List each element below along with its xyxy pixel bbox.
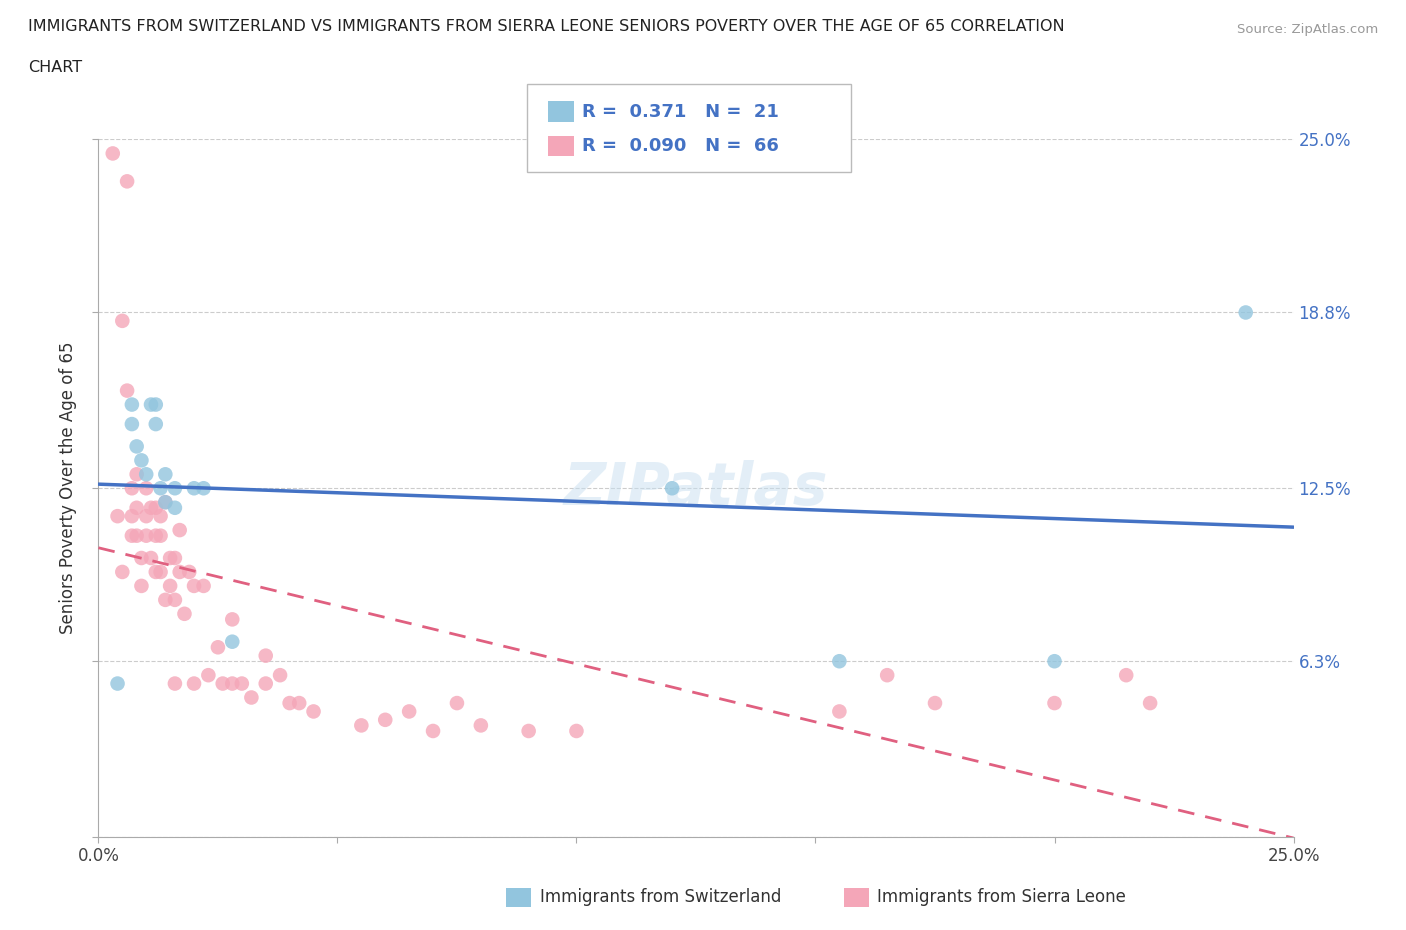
Point — [131, 551, 153, 565]
Point — [135, 528, 157, 543]
Text: IMMIGRANTS FROM SWITZERLAND VS IMMIGRANTS FROM SIERRA LEONE SENIORS POVERTY OVER: IMMIGRANTS FROM SWITZERLAND VS IMMIGRANT… — [28, 19, 1064, 33]
Point — [115, 174, 138, 189]
Point — [149, 481, 172, 496]
Point — [254, 676, 277, 691]
Point — [446, 696, 468, 711]
Point — [121, 481, 143, 496]
Point — [221, 634, 243, 649]
Point — [139, 500, 162, 515]
Point — [163, 551, 186, 565]
Y-axis label: Seniors Poverty Over the Age of 65: Seniors Poverty Over the Age of 65 — [59, 342, 77, 634]
Point — [517, 724, 540, 738]
Point — [207, 640, 229, 655]
Point — [1115, 668, 1137, 683]
Point — [183, 578, 205, 593]
Point — [121, 509, 143, 524]
Point — [111, 565, 134, 579]
Point — [565, 724, 588, 738]
Point — [131, 453, 153, 468]
Point — [179, 565, 201, 579]
Point — [139, 551, 162, 565]
Point — [163, 481, 186, 496]
Point — [876, 668, 898, 683]
Point — [374, 712, 396, 727]
Point — [828, 654, 851, 669]
Point — [155, 495, 177, 510]
Point — [183, 676, 205, 691]
Point — [145, 565, 167, 579]
Point — [135, 509, 157, 524]
Point — [107, 676, 129, 691]
Point — [163, 500, 186, 515]
Point — [302, 704, 325, 719]
Text: Source: ZipAtlas.com: Source: ZipAtlas.com — [1237, 23, 1378, 36]
Point — [422, 724, 444, 738]
Point — [221, 676, 243, 691]
Point — [139, 397, 162, 412]
Point — [125, 500, 148, 515]
Point — [101, 146, 124, 161]
Point — [149, 528, 172, 543]
Point — [145, 500, 167, 515]
Point — [211, 676, 233, 691]
Point — [221, 612, 243, 627]
Text: CHART: CHART — [28, 60, 82, 75]
Point — [121, 397, 143, 412]
Point — [159, 551, 181, 565]
Point — [288, 696, 311, 711]
Point — [398, 704, 420, 719]
Text: Immigrants from Sierra Leone: Immigrants from Sierra Leone — [877, 888, 1126, 907]
Point — [159, 578, 181, 593]
Point — [135, 467, 157, 482]
Point — [125, 528, 148, 543]
Point — [111, 313, 134, 328]
Point — [149, 565, 172, 579]
Point — [183, 481, 205, 496]
Point — [131, 578, 153, 593]
Point — [661, 481, 683, 496]
Point — [135, 481, 157, 496]
Point — [169, 565, 191, 579]
Point — [1043, 654, 1066, 669]
Point — [145, 417, 167, 432]
Point — [1043, 696, 1066, 711]
Point — [155, 495, 177, 510]
Point — [924, 696, 946, 711]
Point — [121, 528, 143, 543]
Text: ZIPatlas: ZIPatlas — [564, 459, 828, 517]
Point — [149, 509, 172, 524]
Point — [231, 676, 253, 691]
Point — [173, 606, 195, 621]
Point — [169, 523, 191, 538]
Point — [163, 676, 186, 691]
Point — [240, 690, 263, 705]
Point — [125, 439, 148, 454]
Point — [269, 668, 291, 683]
Text: R =  0.371   N =  21: R = 0.371 N = 21 — [582, 102, 779, 121]
Point — [107, 509, 129, 524]
Point — [145, 397, 167, 412]
Text: Immigrants from Switzerland: Immigrants from Switzerland — [540, 888, 782, 907]
Point — [470, 718, 492, 733]
Point — [350, 718, 373, 733]
Point — [145, 528, 167, 543]
Point — [155, 467, 177, 482]
Point — [115, 383, 138, 398]
Point — [828, 704, 851, 719]
Text: R =  0.090   N =  66: R = 0.090 N = 66 — [582, 137, 779, 155]
Point — [278, 696, 301, 711]
Point — [254, 648, 277, 663]
Point — [193, 578, 215, 593]
Point — [163, 592, 186, 607]
Point — [1234, 305, 1257, 320]
Point — [121, 417, 143, 432]
Point — [155, 592, 177, 607]
Point — [193, 481, 215, 496]
Point — [1139, 696, 1161, 711]
Point — [197, 668, 219, 683]
Point — [125, 467, 148, 482]
